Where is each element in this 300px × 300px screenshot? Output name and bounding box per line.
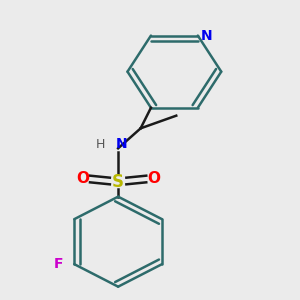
- Text: O: O: [76, 171, 89, 186]
- Text: S: S: [112, 173, 124, 191]
- Text: N: N: [200, 28, 212, 43]
- Text: N: N: [115, 137, 127, 151]
- Text: F: F: [54, 257, 63, 271]
- Text: H: H: [95, 138, 105, 151]
- Text: O: O: [147, 171, 160, 186]
